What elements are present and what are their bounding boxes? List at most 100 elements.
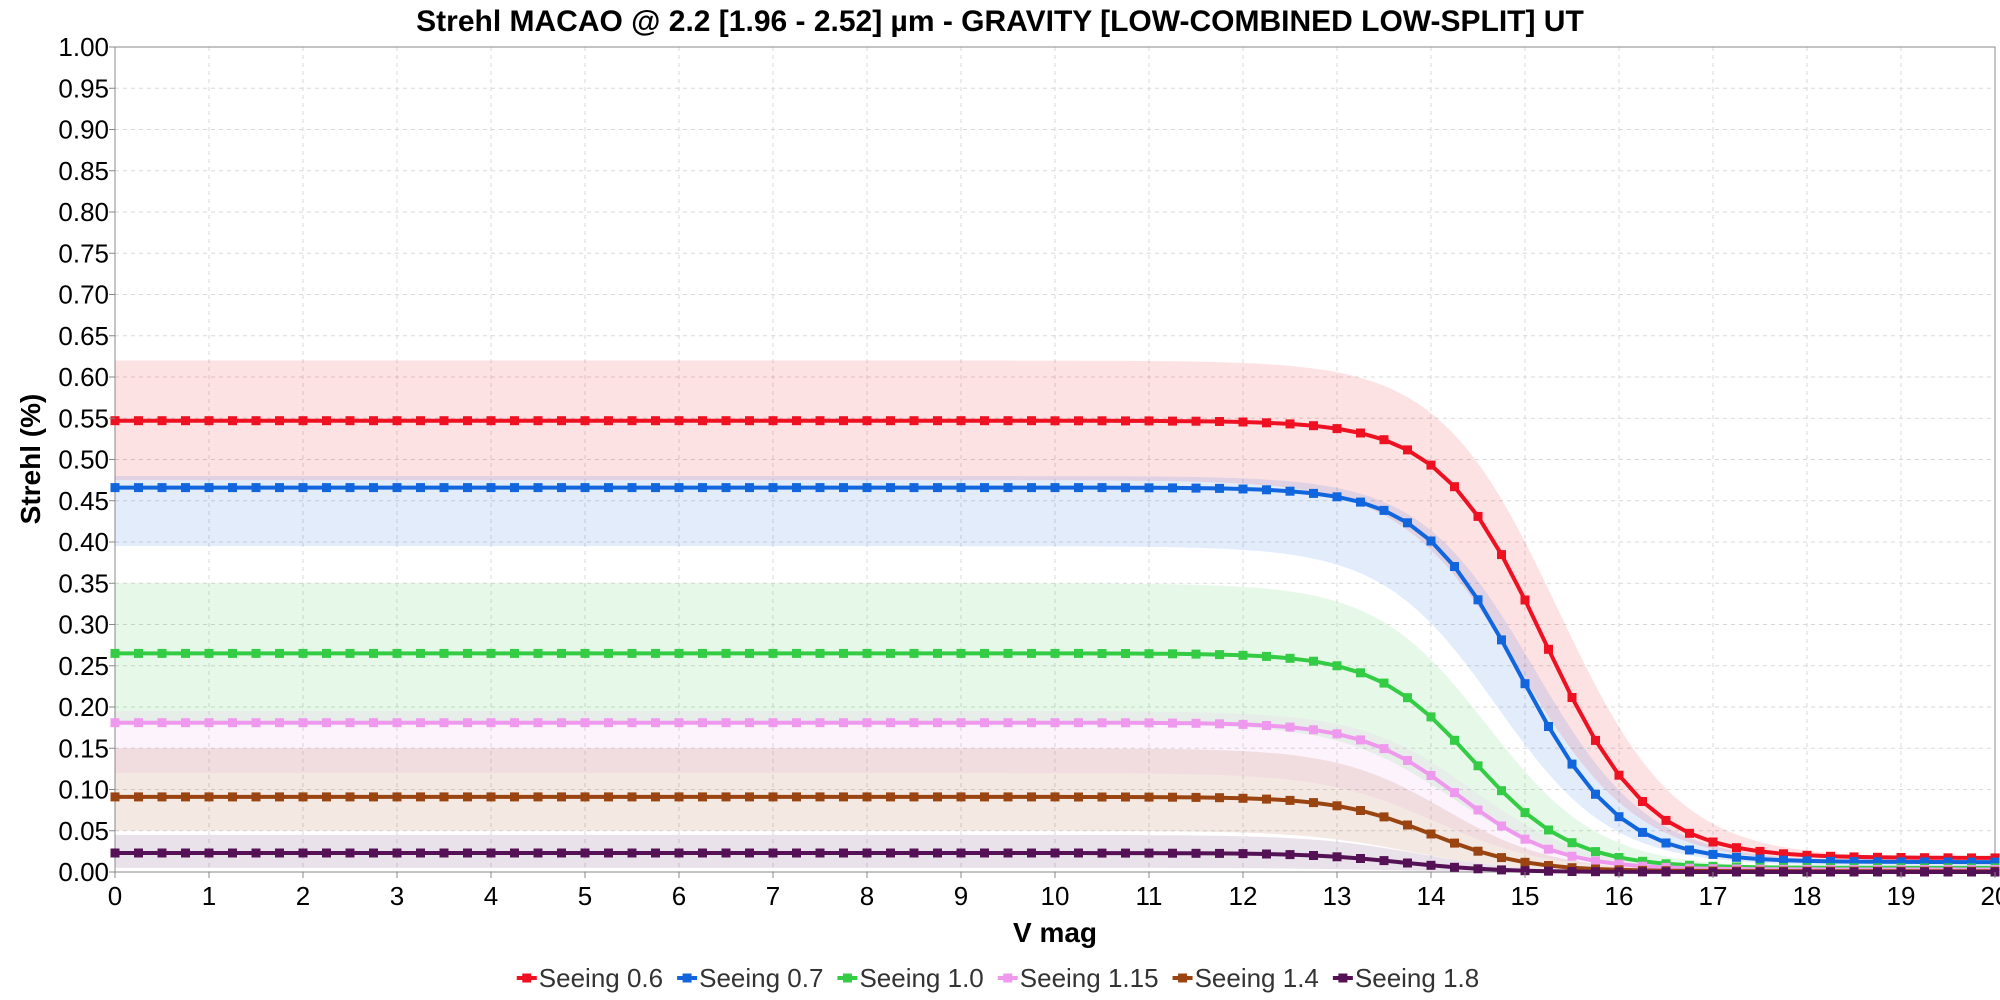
point-seeing-0-6 [298,416,308,426]
point-seeing-1-15 [956,718,966,728]
point-seeing-1-4 [1379,812,1389,822]
point-seeing-1-0 [110,648,120,658]
point-seeing-0-7 [651,483,660,493]
x-tick-label: 6 [672,881,686,911]
x-axis-label: V mag [1013,917,1097,948]
point-seeing-0-6 [580,416,590,426]
point-seeing-1-15 [580,718,590,728]
point-seeing-0-7 [1567,759,1577,769]
point-seeing-1-0 [1168,649,1177,659]
point-seeing-0-7 [557,483,566,493]
point-seeing-0-6 [1591,735,1600,745]
legend-item-seeing-0-6[interactable]: Seeing 0.6 [516,963,663,993]
point-seeing-1-8 [1379,856,1389,866]
band-seeing-1-15 [115,711,1995,871]
point-seeing-1-8 [698,848,707,858]
point-seeing-0-7 [533,483,543,493]
point-seeing-1-15 [1497,821,1506,831]
point-seeing-1-15 [1050,718,1060,728]
point-seeing-1-0 [1544,825,1553,835]
y-tick-label: 0.70 [58,280,109,310]
point-seeing-0-6 [251,416,261,426]
point-seeing-0-7 [1638,827,1647,837]
x-tick-label: 13 [1323,881,1352,911]
point-seeing-0-6 [322,416,331,426]
point-seeing-0-7 [1144,483,1154,493]
legend-marker [682,973,692,983]
point-seeing-1-4 [204,792,214,802]
band-seeing-1-4 [115,748,1995,872]
legend-item-seeing-1-8[interactable]: Seeing 1.8 [1332,963,1479,993]
point-seeing-1-0 [1215,650,1224,660]
point-seeing-1-15 [698,718,707,728]
point-seeing-1-0 [1238,650,1248,660]
point-seeing-0-7 [1497,635,1506,645]
x-tick-label: 16 [1605,881,1634,911]
point-seeing-0-7 [1473,595,1483,605]
point-seeing-1-15 [1097,718,1107,728]
point-seeing-1-4 [416,792,425,802]
point-seeing-1-8 [298,848,308,858]
point-seeing-1-4 [181,792,190,802]
point-seeing-1-8 [369,848,378,858]
point-seeing-0-6 [345,416,355,426]
point-seeing-1-15 [1450,788,1459,798]
point-seeing-1-0 [134,648,143,658]
point-seeing-1-0 [1520,808,1530,818]
point-seeing-1-0 [1332,661,1342,671]
point-seeing-1-4 [862,792,872,802]
point-seeing-1-4 [1215,793,1224,803]
point-seeing-1-8 [392,848,402,858]
point-seeing-1-8 [157,848,167,858]
point-seeing-0-7 [181,483,190,493]
point-seeing-0-6 [1074,416,1083,426]
point-seeing-1-4 [980,792,989,802]
point-seeing-0-7 [721,483,731,493]
point-seeing-0-7 [1967,857,1976,867]
point-seeing-1-0 [956,648,966,658]
point-seeing-1-0 [1262,651,1271,661]
point-seeing-0-7 [1356,497,1365,507]
point-seeing-0-7 [1685,845,1694,855]
point-seeing-0-6 [1097,416,1107,426]
confidence-bands [115,360,1995,872]
point-seeing-1-4 [134,792,143,802]
point-seeing-1-0 [533,648,543,658]
point-seeing-1-0 [839,648,848,658]
point-seeing-0-6 [1826,851,1835,861]
point-seeing-1-15 [1614,859,1624,869]
point-seeing-1-4 [275,792,284,802]
x-tick-label: 17 [1699,881,1728,911]
legend-item-seeing-1-0[interactable]: Seeing 1.0 [837,963,984,993]
point-seeing-1-4 [745,792,754,802]
point-seeing-1-15 [1262,721,1271,730]
point-seeing-1-8 [1661,867,1671,877]
point-seeing-1-8 [1144,848,1154,858]
point-seeing-0-6 [862,416,872,426]
y-tick-label: 0.65 [58,321,109,351]
point-seeing-1-15 [1003,718,1013,728]
point-seeing-0-6 [1285,419,1295,429]
legend-item-seeing-0-7[interactable]: Seeing 0.7 [677,963,823,993]
point-seeing-1-0 [345,648,355,658]
point-seeing-1-4 [721,792,731,802]
point-seeing-0-6 [1262,418,1271,428]
point-seeing-1-8 [1403,858,1412,868]
point-seeing-0-6 [1685,828,1694,838]
point-seeing-0-6 [1332,424,1342,434]
point-seeing-1-8 [1121,848,1130,858]
point-seeing-0-6 [1450,482,1459,492]
point-seeing-1-0 [557,648,566,658]
point-seeing-0-6 [1638,797,1647,806]
point-seeing-1-8 [275,848,284,858]
legend-item-seeing-1-15[interactable]: Seeing 1.15 [997,963,1159,993]
legend-item-seeing-1-4[interactable]: Seeing 1.4 [1172,963,1319,993]
point-seeing-1-15 [886,718,895,728]
point-seeing-1-0 [486,648,496,658]
point-seeing-1-4 [1027,792,1036,802]
point-seeing-1-0 [275,648,284,658]
point-seeing-0-7 [1027,483,1036,493]
point-seeing-1-8 [110,848,120,858]
legend-label: Seeing 1.8 [1355,963,1479,993]
point-seeing-1-4 [815,792,825,802]
